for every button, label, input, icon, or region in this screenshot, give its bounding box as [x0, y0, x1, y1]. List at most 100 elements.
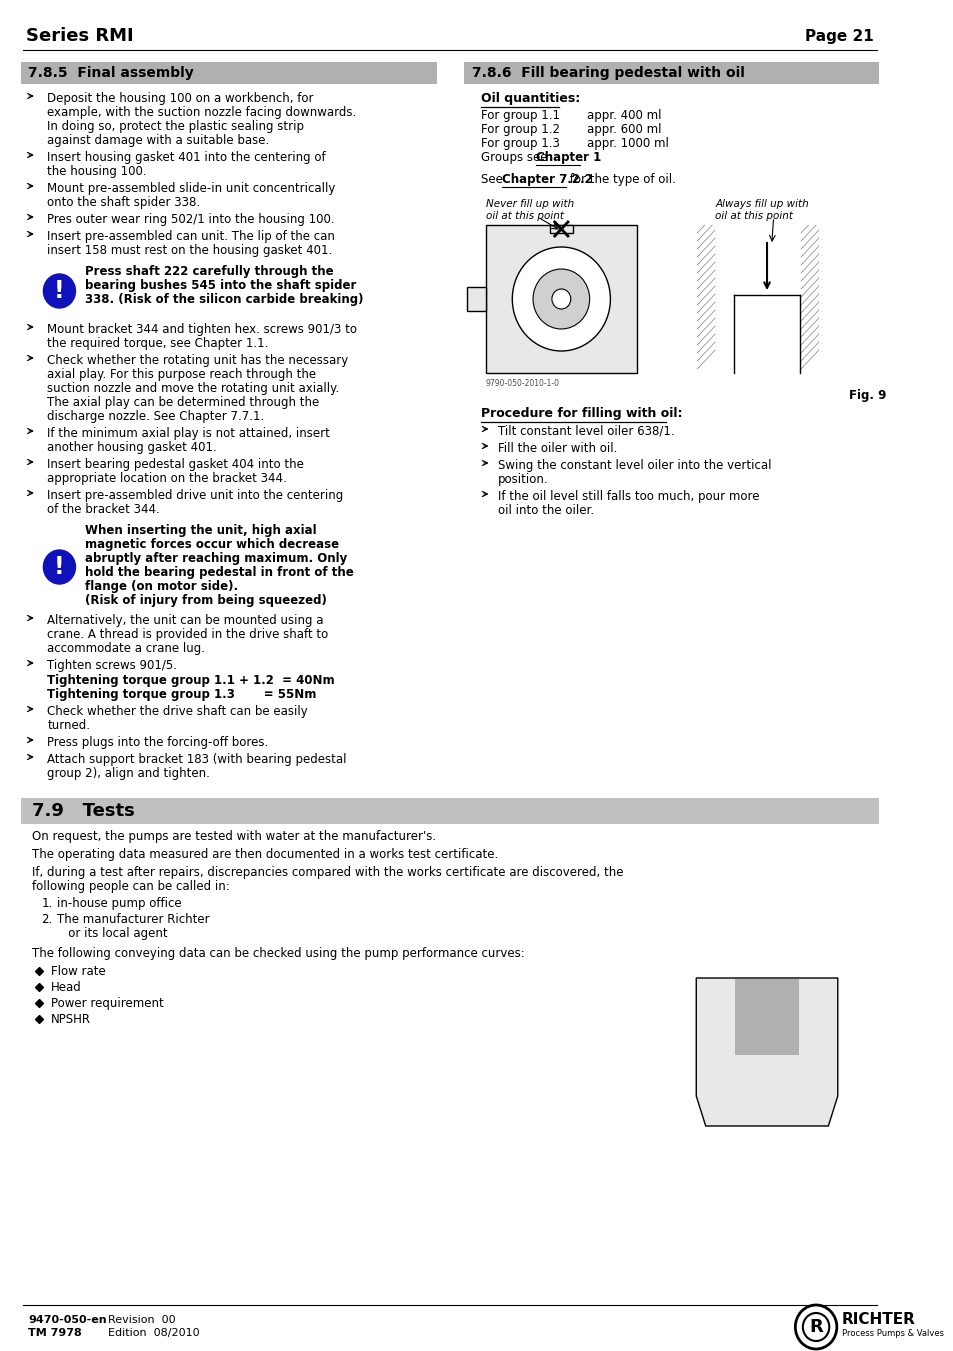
Text: bearing bushes 545 into the shaft spider: bearing bushes 545 into the shaft spider: [85, 280, 355, 292]
Text: Deposit the housing 100 on a workbench, for: Deposit the housing 100 on a workbench, …: [47, 92, 314, 105]
Text: Insert bearing pedestal gasket 404 into the: Insert bearing pedestal gasket 404 into …: [47, 458, 304, 471]
Text: or its local agent: or its local agent: [56, 927, 167, 940]
Text: Edition  08/2010: Edition 08/2010: [109, 1328, 200, 1337]
Text: appropriate location on the bracket 344.: appropriate location on the bracket 344.: [47, 471, 287, 485]
Text: (Risk of injury from being squeezed): (Risk of injury from being squeezed): [85, 594, 327, 607]
Text: Never fill up with: Never fill up with: [485, 199, 574, 209]
Text: The manufacturer Richter: The manufacturer Richter: [56, 913, 209, 925]
Text: for the type of oil.: for the type of oil.: [565, 173, 675, 186]
Text: Press plugs into the forcing-off bores.: Press plugs into the forcing-off bores.: [47, 736, 268, 748]
Text: Process Pumps & Valves: Process Pumps & Valves: [841, 1329, 943, 1339]
Text: Always fill up with: Always fill up with: [715, 199, 808, 209]
Text: of the bracket 344.: of the bracket 344.: [47, 503, 160, 516]
Text: Swing the constant level oiler into the vertical: Swing the constant level oiler into the …: [497, 459, 771, 471]
Text: If the minimum axial play is not attained, insert: If the minimum axial play is not attaine…: [47, 427, 330, 440]
Text: 7.8.6  Fill bearing pedestal with oil: 7.8.6 Fill bearing pedestal with oil: [471, 66, 744, 80]
Text: hold the bearing pedestal in front of the: hold the bearing pedestal in front of th…: [85, 566, 354, 580]
Text: abruptly after reaching maximum. Only: abruptly after reaching maximum. Only: [85, 553, 347, 565]
Text: !: !: [54, 555, 65, 580]
Text: 7.9   Tests: 7.9 Tests: [32, 802, 134, 820]
Text: NPSHR: NPSHR: [51, 1013, 91, 1025]
Text: crane. A thread is provided in the drive shaft to: crane. A thread is provided in the drive…: [47, 628, 328, 640]
Text: 7.8.5  Final assembly: 7.8.5 Final assembly: [29, 66, 193, 80]
Text: Chapter 7.2.2: Chapter 7.2.2: [501, 173, 592, 186]
Text: .: .: [579, 151, 583, 163]
Text: TM 7978: TM 7978: [29, 1328, 82, 1337]
Text: Check whether the rotating unit has the necessary: Check whether the rotating unit has the …: [47, 354, 348, 367]
Text: turned.: turned.: [47, 719, 91, 732]
Polygon shape: [696, 978, 837, 1125]
Circle shape: [43, 274, 75, 308]
Text: onto the shaft spider 338.: onto the shaft spider 338.: [47, 196, 200, 209]
Text: another housing gasket 401.: another housing gasket 401.: [47, 440, 216, 454]
Text: discharge nozzle. See Chapter 7.7.1.: discharge nozzle. See Chapter 7.7.1.: [47, 409, 264, 423]
Text: Power requirement: Power requirement: [51, 997, 164, 1011]
Text: For group 1.3: For group 1.3: [480, 136, 559, 150]
Text: Mount bracket 344 and tighten hex. screws 901/3 to: Mount bracket 344 and tighten hex. screw…: [47, 323, 356, 336]
Polygon shape: [734, 979, 799, 1055]
FancyBboxPatch shape: [464, 62, 879, 84]
Text: RICHTER: RICHTER: [841, 1313, 915, 1328]
Circle shape: [795, 1305, 836, 1350]
Text: Tightening torque group 1.1 + 1.2  = 40Nm: Tightening torque group 1.1 + 1.2 = 40Nm: [47, 674, 335, 688]
Text: the housing 100.: the housing 100.: [47, 165, 147, 178]
Text: Chapter 1: Chapter 1: [536, 151, 600, 163]
Text: Tighten screws 901/5.: Tighten screws 901/5.: [47, 659, 177, 671]
Text: Press shaft 222 carefully through the: Press shaft 222 carefully through the: [85, 265, 334, 278]
Text: Fill the oiler with oil.: Fill the oiler with oil.: [497, 442, 617, 455]
Text: Insert pre-assembled drive unit into the centering: Insert pre-assembled drive unit into the…: [47, 489, 343, 503]
Text: oil into the oiler.: oil into the oiler.: [497, 504, 594, 517]
Text: Attach support bracket 183 (with bearing pedestal: Attach support bracket 183 (with bearing…: [47, 753, 346, 766]
Text: Pres outer wear ring 502/1 into the housing 100.: Pres outer wear ring 502/1 into the hous…: [47, 213, 335, 226]
Text: Tightening torque group 1.3       = 55Nm: Tightening torque group 1.3 = 55Nm: [47, 688, 316, 701]
Text: 2.: 2.: [42, 913, 52, 925]
Text: insert 158 must rest on the housing gasket 401.: insert 158 must rest on the housing gask…: [47, 245, 332, 257]
Text: Head: Head: [51, 981, 82, 994]
Text: axial play. For this purpose reach through the: axial play. For this purpose reach throu…: [47, 367, 316, 381]
Circle shape: [533, 269, 589, 330]
Text: Fig. 9: Fig. 9: [848, 389, 886, 403]
Text: oil at this point: oil at this point: [715, 211, 792, 222]
Text: position.: position.: [497, 473, 548, 486]
Text: When inserting the unit, high axial: When inserting the unit, high axial: [85, 524, 316, 536]
FancyBboxPatch shape: [21, 798, 879, 824]
Text: Insert housing gasket 401 into the centering of: Insert housing gasket 401 into the cente…: [47, 151, 326, 163]
Text: Check whether the drive shaft can be easily: Check whether the drive shaft can be eas…: [47, 705, 308, 717]
Text: Revision  00: Revision 00: [109, 1315, 176, 1325]
Text: Oil quantities:: Oil quantities:: [480, 92, 579, 105]
Text: in-house pump office: in-house pump office: [56, 897, 181, 911]
Bar: [550, 226, 572, 232]
Bar: [485, 226, 637, 373]
Text: Alternatively, the unit can be mounted using a: Alternatively, the unit can be mounted u…: [47, 613, 323, 627]
Text: Tilt constant level oiler 638/1.: Tilt constant level oiler 638/1.: [497, 426, 674, 438]
Circle shape: [512, 247, 610, 351]
Circle shape: [43, 550, 75, 584]
Text: Page 21: Page 21: [804, 28, 873, 43]
Text: 9470-050-en: 9470-050-en: [29, 1315, 107, 1325]
Text: If the oil level still falls too much, pour more: If the oil level still falls too much, p…: [497, 490, 759, 503]
Text: accommodate a crane lug.: accommodate a crane lug.: [47, 642, 205, 655]
Text: For group 1.1: For group 1.1: [480, 109, 559, 122]
Text: group 2), align and tighten.: group 2), align and tighten.: [47, 767, 210, 780]
Text: appr. 600 ml: appr. 600 ml: [586, 123, 660, 136]
Text: The operating data measured are then documented in a works test certificate.: The operating data measured are then doc…: [32, 848, 497, 861]
Text: the required torque, see Chapter 1.1.: the required torque, see Chapter 1.1.: [47, 336, 268, 350]
Bar: [467, 286, 485, 311]
Text: The axial play can be determined through the: The axial play can be determined through…: [47, 396, 319, 409]
Text: In doing so, protect the plastic sealing strip: In doing so, protect the plastic sealing…: [47, 120, 304, 132]
Text: On request, the pumps are tested with water at the manufacturer's.: On request, the pumps are tested with wa…: [32, 830, 436, 843]
Text: Groups see: Groups see: [480, 151, 551, 163]
Text: !: !: [54, 280, 65, 303]
Text: If, during a test after repairs, discrepancies compared with the works certifica: If, during a test after repairs, discrep…: [32, 866, 623, 880]
Text: magnetic forces occur which decrease: magnetic forces occur which decrease: [85, 538, 338, 551]
Text: 1.: 1.: [42, 897, 52, 911]
Text: The following conveying data can be checked using the pump performance curves:: The following conveying data can be chec…: [32, 947, 524, 961]
FancyBboxPatch shape: [21, 62, 436, 84]
Text: Flow rate: Flow rate: [51, 965, 106, 978]
Text: appr. 400 ml: appr. 400 ml: [586, 109, 660, 122]
Text: Mount pre-assembled slide-in unit concentrically: Mount pre-assembled slide-in unit concen…: [47, 182, 335, 195]
Text: oil at this point: oil at this point: [485, 211, 563, 222]
Text: appr. 1000 ml: appr. 1000 ml: [586, 136, 668, 150]
Text: following people can be called in:: following people can be called in:: [32, 880, 230, 893]
Text: Procedure for filling with oil:: Procedure for filling with oil:: [480, 407, 682, 420]
